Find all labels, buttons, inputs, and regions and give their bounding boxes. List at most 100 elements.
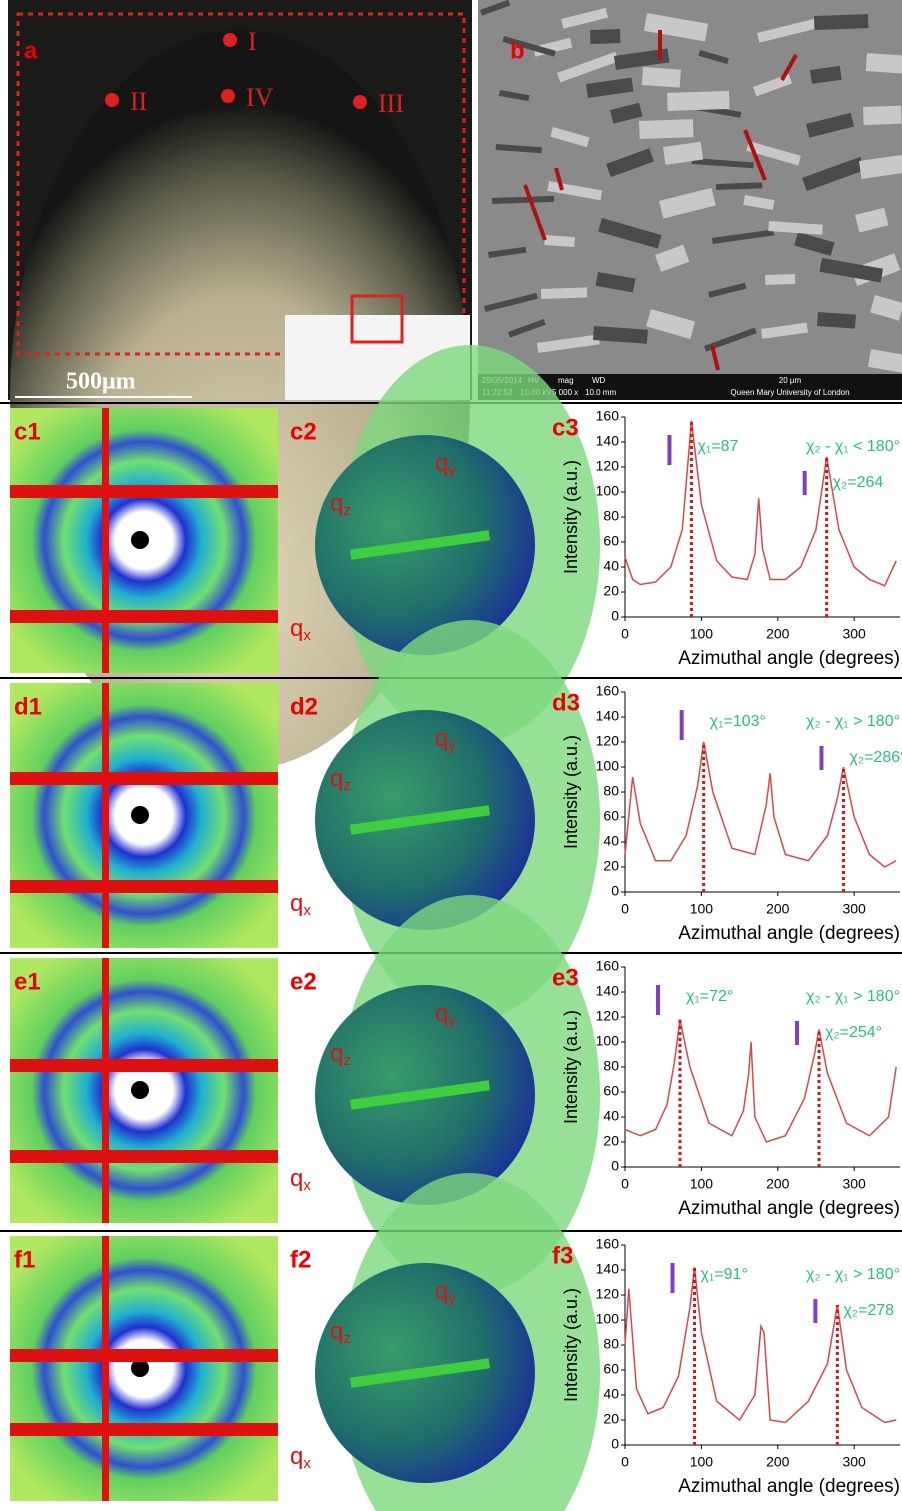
- axis-subscript: y: [448, 1012, 456, 1029]
- red-line: [10, 1150, 278, 1163]
- point-marker: [105, 93, 119, 107]
- point-label: I: [248, 27, 257, 56]
- x-tick-label: 200: [766, 901, 790, 917]
- y-tick-label: 20: [603, 1411, 619, 1427]
- axis-symbol: q: [435, 450, 448, 477]
- footer-text: mag: [558, 376, 574, 385]
- panel-label: b: [510, 37, 525, 64]
- axis-subscript: z: [343, 777, 351, 794]
- point-marker: [223, 33, 237, 47]
- y-tick-label: 60: [603, 533, 619, 549]
- footer-text: Queen Mary University of London: [730, 388, 849, 397]
- y-tick-label: 40: [603, 1386, 619, 1402]
- y-tick-label: 40: [603, 833, 619, 849]
- y-tick-label: 120: [596, 1008, 620, 1024]
- panel-label: d3: [552, 689, 580, 716]
- y-tick-label: 20: [603, 1133, 619, 1149]
- y-tick-label: 140: [596, 433, 620, 449]
- panel-label: d2: [290, 693, 318, 720]
- sem-texture: [765, 274, 795, 285]
- red-line: [10, 1349, 278, 1362]
- axis-label: qx: [290, 1165, 311, 1194]
- axis-subscript: y: [448, 737, 456, 754]
- x-tick-label: 100: [690, 626, 714, 642]
- y-axis-title: Intensity (a.u.): [561, 1288, 581, 1402]
- sem-texture: [642, 67, 681, 88]
- y-axis-title: Intensity (a.u.): [561, 735, 581, 849]
- axis-subscript: z: [343, 1330, 351, 1347]
- y-tick-label: 80: [603, 508, 619, 524]
- fit-curve: [625, 1268, 896, 1423]
- axis-symbol: q: [290, 1165, 303, 1192]
- y-tick-label: 60: [603, 1083, 619, 1099]
- axis-subscript: x: [303, 1177, 311, 1194]
- y-tick-label: 120: [596, 1286, 620, 1302]
- axis-symbol: q: [435, 1000, 448, 1027]
- axis-subscript: x: [303, 1455, 311, 1472]
- axis-subscript: x: [303, 627, 311, 644]
- red-line: [102, 958, 109, 1223]
- footer-text: WD: [592, 376, 606, 385]
- x-axis-title: Azimuthal angle (degrees): [678, 1476, 900, 1497]
- axis-subscript: z: [343, 502, 351, 519]
- y-tick-label: 40: [603, 1108, 619, 1124]
- annotation: χ₂ - χ₁ > 180°: [806, 988, 900, 1005]
- panel-label: f2: [290, 1246, 311, 1273]
- axis-label: qx: [290, 890, 311, 919]
- panel-label: a: [24, 37, 38, 64]
- x-tick-label: 0: [621, 901, 629, 917]
- peak-label: χ₂=286°: [849, 749, 902, 766]
- y-tick-label: 60: [603, 1361, 619, 1377]
- x-tick-label: 300: [842, 1176, 866, 1192]
- x-axis-title: Azimuthal angle (degrees): [678, 923, 900, 944]
- peak-label: χ₂=278: [843, 1302, 894, 1319]
- y-tick-label: 20: [603, 858, 619, 874]
- x-axis-title: Azimuthal angle (degrees): [678, 1198, 900, 1219]
- peak-label: χ₁=72°: [686, 988, 733, 1005]
- panel-label: c2: [290, 418, 317, 445]
- sem-texture: [590, 29, 620, 44]
- sem-texture: [544, 235, 575, 247]
- x-tick-label: 0: [621, 626, 629, 642]
- x-tick-label: 0: [621, 1454, 629, 1470]
- red-line: [10, 485, 278, 498]
- panel-label: e2: [290, 968, 317, 995]
- x-axis-title: Azimuthal angle (degrees): [678, 648, 900, 669]
- point-label: IV: [246, 83, 274, 112]
- axis-symbol: q: [435, 1278, 448, 1305]
- axis-symbol: q: [290, 615, 303, 642]
- axis-symbol: q: [330, 1040, 343, 1067]
- y-tick-label: 0: [611, 1158, 619, 1174]
- red-line: [102, 683, 109, 948]
- panel-label: e1: [14, 968, 41, 995]
- x-tick-label: 100: [690, 1176, 714, 1192]
- axis-subscript: y: [448, 1290, 456, 1307]
- peak-label: χ₁=87: [697, 438, 738, 455]
- axis-symbol: q: [330, 490, 343, 517]
- x-tick-label: 200: [766, 626, 790, 642]
- beamstop: [131, 1081, 149, 1099]
- red-line: [102, 408, 109, 673]
- axis-symbol: q: [290, 1443, 303, 1470]
- y-tick-label: 160: [596, 1236, 620, 1252]
- y-tick-label: 100: [596, 483, 620, 499]
- x-tick-label: 300: [842, 901, 866, 917]
- y-tick-label: 120: [596, 458, 620, 474]
- axis-subscript: y: [448, 462, 456, 479]
- point-label: III: [378, 89, 404, 118]
- axis-label: qx: [290, 1443, 311, 1472]
- y-tick-label: 80: [603, 1058, 619, 1074]
- peak-label: χ₂=264: [833, 474, 884, 491]
- y-tick-label: 100: [596, 1033, 620, 1049]
- y-tick-label: 0: [611, 1436, 619, 1452]
- x-tick-label: 200: [766, 1454, 790, 1470]
- y-tick-label: 100: [596, 758, 620, 774]
- y-tick-label: 120: [596, 733, 620, 749]
- y-tick-label: 80: [603, 1336, 619, 1352]
- y-tick-label: 160: [596, 683, 620, 699]
- x-tick-label: 300: [842, 626, 866, 642]
- axis-symbol: q: [290, 890, 303, 917]
- peak-label: χ₁=103°: [710, 713, 766, 730]
- red-line: [10, 610, 278, 623]
- axis-subscript: z: [343, 1052, 351, 1069]
